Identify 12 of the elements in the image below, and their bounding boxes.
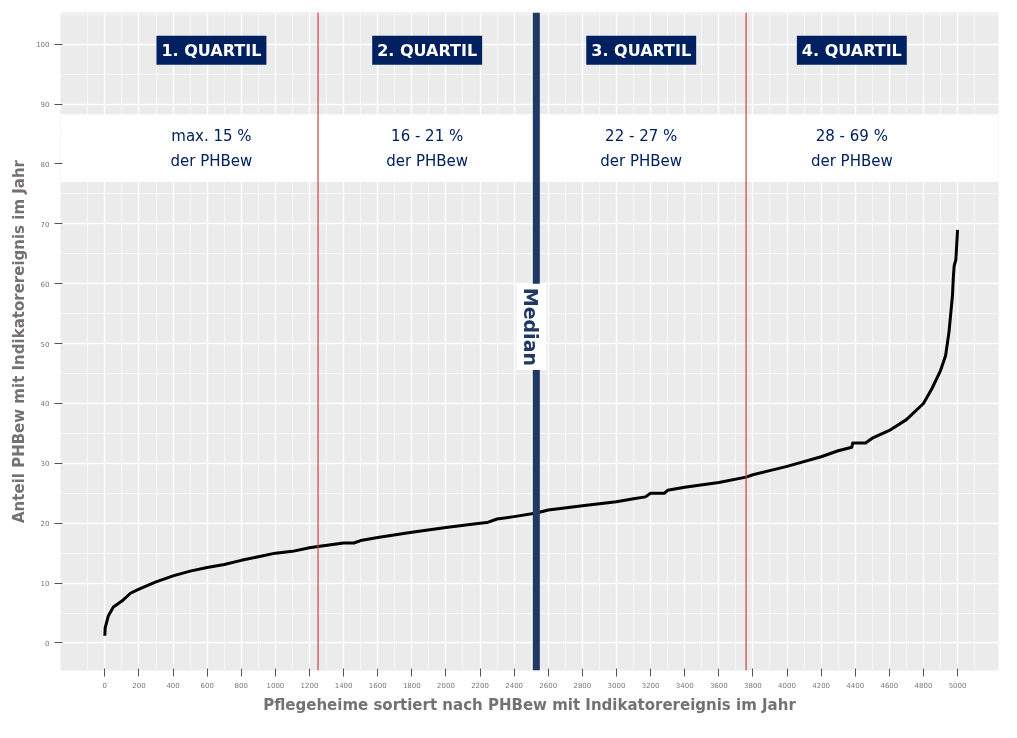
y-axis-title: Anteil PHBew mit Indikatorereignis im Jahr <box>10 159 29 524</box>
annotation: 16 - 21 % der PHBew <box>386 126 469 170</box>
x-axis-title: Pflegeheime sortiert nach PHBew mit Indikatorereignis im Jahr <box>263 695 797 714</box>
annotation: 2. QUARTIL <box>377 40 478 60</box>
line-series <box>103 228 960 638</box>
annotation: max. 15 % der PHBew <box>170 126 253 170</box>
annotation: 1. QUARTIL <box>161 40 262 60</box>
annotation: 28 - 69 % der PHBew <box>810 126 893 170</box>
annotation: 22 - 27 % der PHBew <box>600 126 683 170</box>
ref-line-label: Median <box>520 287 543 366</box>
annotation: 3. QUARTIL <box>591 40 692 60</box>
annotation: 4. QUARTIL <box>801 40 902 60</box>
